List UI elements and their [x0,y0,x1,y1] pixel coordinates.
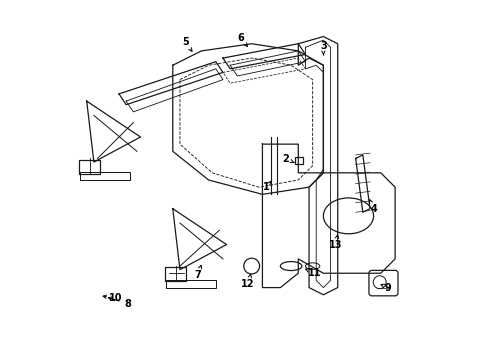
Text: 2: 2 [282,154,288,164]
Text: 10: 10 [108,293,122,303]
Text: 4: 4 [369,204,376,214]
Text: 13: 13 [328,239,342,249]
Text: 6: 6 [237,33,244,43]
Text: 7: 7 [194,270,201,280]
Text: 8: 8 [124,299,131,309]
Bar [294,157,302,164]
Bar [80,172,129,180]
Bar [165,280,215,288]
Text: 11: 11 [307,268,321,278]
Text: 5: 5 [182,37,188,47]
Text: 9: 9 [384,283,390,293]
Text: 1: 1 [262,182,269,192]
Text: 3: 3 [319,41,326,50]
Text: 12: 12 [241,279,254,289]
